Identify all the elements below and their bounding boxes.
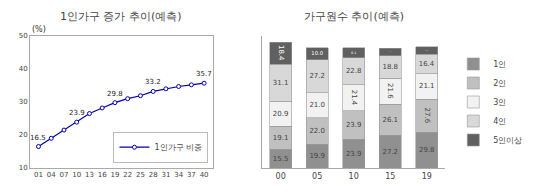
svg-text:29.8: 29.8: [419, 146, 435, 154]
svg-text:가구원수 추이(예측): 가구원수 추이(예측): [304, 10, 404, 23]
svg-text:23.9: 23.9: [346, 121, 362, 129]
svg-text:2인: 2인: [493, 79, 506, 88]
svg-text:21.1: 21.1: [419, 82, 435, 90]
svg-text:18.8: 18.8: [382, 63, 398, 71]
svg-text:4인: 4인: [493, 117, 506, 126]
svg-text:26.1: 26.1: [382, 116, 398, 124]
svg-text:23.9: 23.9: [346, 150, 362, 158]
svg-text:27.2: 27.2: [309, 72, 325, 80]
svg-text:21.6: 21.6: [386, 83, 394, 99]
svg-text:19.9: 19.9: [309, 152, 325, 160]
svg-text:50: 50: [19, 32, 28, 40]
svg-text:6.1: 6.1: [389, 51, 391, 53]
svg-text:05: 05: [312, 172, 322, 181]
svg-text:21.4: 21.4: [350, 90, 358, 106]
svg-text:19: 19: [422, 172, 432, 181]
svg-text:01: 01: [34, 171, 43, 179]
svg-text:5인이상: 5인이상: [493, 136, 522, 145]
svg-text:10: 10: [72, 171, 81, 179]
svg-text:16.4: 16.4: [419, 60, 434, 68]
svg-text:16: 16: [98, 171, 107, 179]
svg-text:04: 04: [47, 171, 56, 179]
svg-text:20: 20: [19, 131, 28, 139]
svg-text:33.2: 33.2: [145, 78, 161, 86]
svg-text:16.5: 16.5: [30, 134, 46, 142]
svg-text:1인: 1인: [493, 60, 506, 69]
svg-text:22.0: 22.0: [309, 127, 325, 135]
svg-text:13: 13: [85, 171, 94, 179]
svg-text:00: 00: [276, 172, 286, 181]
svg-text:10: 10: [19, 164, 28, 172]
svg-text:15.5: 15.5: [273, 155, 289, 163]
svg-text:3인: 3인: [493, 98, 506, 107]
svg-text:27.6: 27.6: [423, 108, 431, 124]
svg-text:37: 37: [187, 171, 196, 179]
svg-text:40: 40: [19, 65, 28, 73]
svg-text:6.2: 6.2: [426, 50, 428, 52]
svg-text:8.1: 8.1: [351, 51, 356, 55]
svg-text:31.1: 31.1: [273, 79, 289, 87]
svg-text:22.8: 22.8: [346, 67, 362, 75]
svg-text:31: 31: [161, 171, 170, 179]
svg-text:18.4: 18.4: [277, 45, 285, 61]
svg-text:1인가구 증가 추이(예측): 1인가구 증가 추이(예측): [60, 10, 182, 23]
svg-text:35.7: 35.7: [196, 70, 212, 78]
svg-text:29.8: 29.8: [107, 90, 123, 98]
svg-text:15: 15: [385, 172, 395, 181]
svg-text:25: 25: [136, 171, 145, 179]
svg-text:23.9: 23.9: [69, 109, 85, 117]
svg-text:(%): (%): [32, 25, 46, 34]
svg-text:19: 19: [110, 171, 119, 179]
svg-text:27.2: 27.2: [382, 148, 398, 156]
svg-text:20.9: 20.9: [273, 110, 289, 118]
svg-text:07: 07: [60, 171, 69, 179]
svg-text:40: 40: [200, 171, 209, 179]
svg-text:34: 34: [174, 171, 183, 179]
svg-text:10: 10: [349, 172, 359, 181]
svg-text:21.0: 21.0: [309, 101, 325, 109]
svg-text:30: 30: [19, 98, 28, 106]
svg-text:1인가구 비중: 1인가구 비중: [154, 143, 202, 152]
svg-text:10.0: 10.0: [311, 50, 323, 56]
svg-text:28: 28: [149, 171, 158, 179]
svg-text:19.1: 19.1: [273, 134, 289, 142]
svg-text:22: 22: [123, 171, 132, 179]
